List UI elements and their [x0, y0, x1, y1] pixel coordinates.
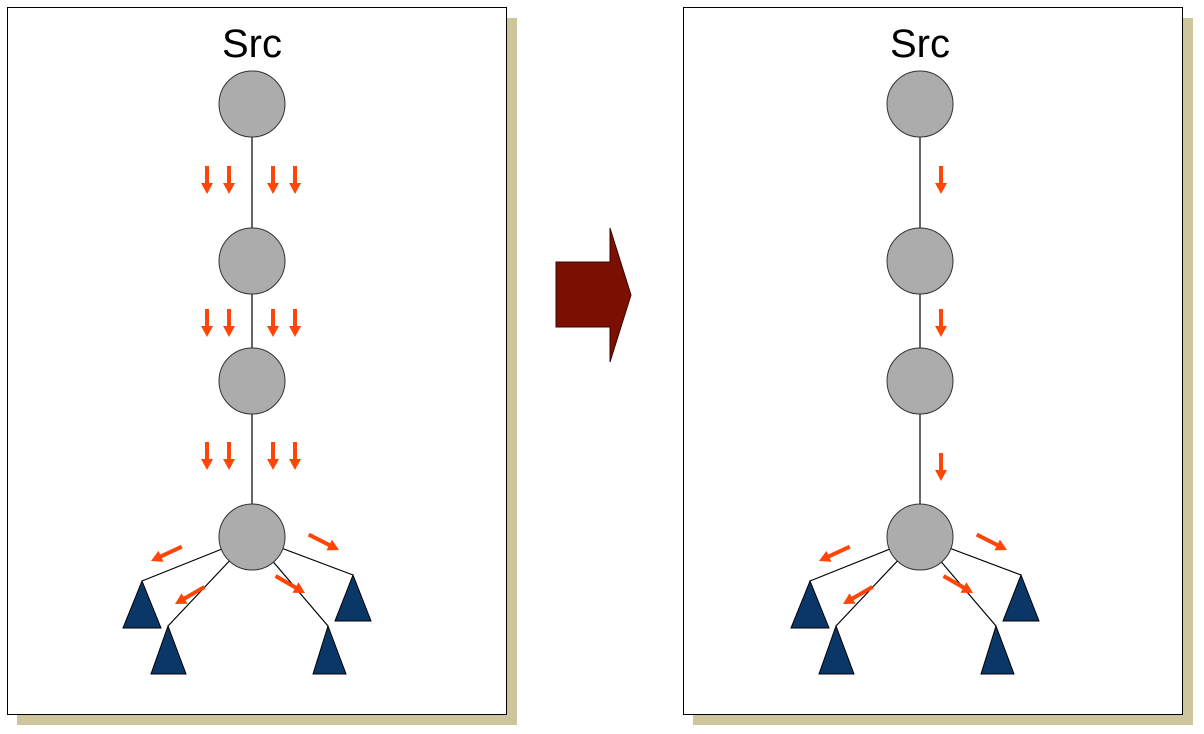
down-arrow-icon: [267, 166, 279, 194]
down-arrow-icon: [267, 309, 279, 337]
right-receivers: [790, 573, 1040, 675]
right-receiver-4-icon: [1002, 573, 1040, 622]
diagonal-arrow-icon: [840, 581, 876, 610]
down-arrow-icon: [289, 309, 301, 337]
down-arrow-icon: [267, 442, 279, 470]
down-arrow-icon: [201, 442, 213, 470]
left-receiver-2-icon: [150, 624, 187, 675]
right-node-4-icon: [886, 503, 954, 571]
down-arrow-icon: [289, 442, 301, 470]
diagonal-arrow-icon: [172, 581, 208, 610]
left-node-2-icon: [218, 227, 286, 295]
right-nodes: [886, 70, 954, 571]
down-arrow-icon: [201, 166, 213, 194]
right-receiver-3-icon: [980, 624, 1015, 675]
down-arrow-icon: [223, 309, 235, 337]
left-node-src-icon: [218, 70, 286, 138]
diagonal-arrow-icon: [940, 570, 976, 599]
right-receiver-2-icon: [818, 624, 855, 675]
diagonal-arrow-icon: [305, 529, 342, 556]
left-node-4-icon: [218, 503, 286, 571]
down-arrow-icon: [201, 309, 213, 337]
left-src-label: Src: [222, 22, 282, 66]
down-arrow-icon: [289, 166, 301, 194]
left-nodes: [218, 70, 286, 571]
down-arrow-icon: [223, 442, 235, 470]
right-receiver-1-icon: [790, 579, 830, 629]
down-arrow-icon: [935, 453, 947, 481]
left-diagram: Src: [122, 22, 372, 675]
left-node-3-icon: [218, 347, 286, 415]
down-arrow-icon: [935, 166, 947, 194]
diagonal-arrow-icon: [816, 541, 853, 567]
right-block-arrow-icon: [555, 227, 632, 363]
down-arrow-icon: [935, 309, 947, 337]
left-receiver-1-icon: [122, 579, 162, 629]
left-receiver-3-icon: [312, 624, 347, 675]
diagonal-arrow-icon: [973, 529, 1010, 556]
right-node-3-icon: [886, 347, 954, 415]
right-node-2-icon: [886, 227, 954, 295]
left-receiver-4-icon: [334, 573, 372, 622]
diagonal-arrow-icon: [272, 570, 308, 599]
right-src-label: Src: [890, 22, 950, 66]
left-receivers: [122, 573, 372, 675]
right-diagram: Src: [790, 22, 1040, 675]
diagonal-arrow-icon: [148, 541, 185, 567]
right-node-src-icon: [886, 70, 954, 138]
down-arrow-icon: [223, 166, 235, 194]
